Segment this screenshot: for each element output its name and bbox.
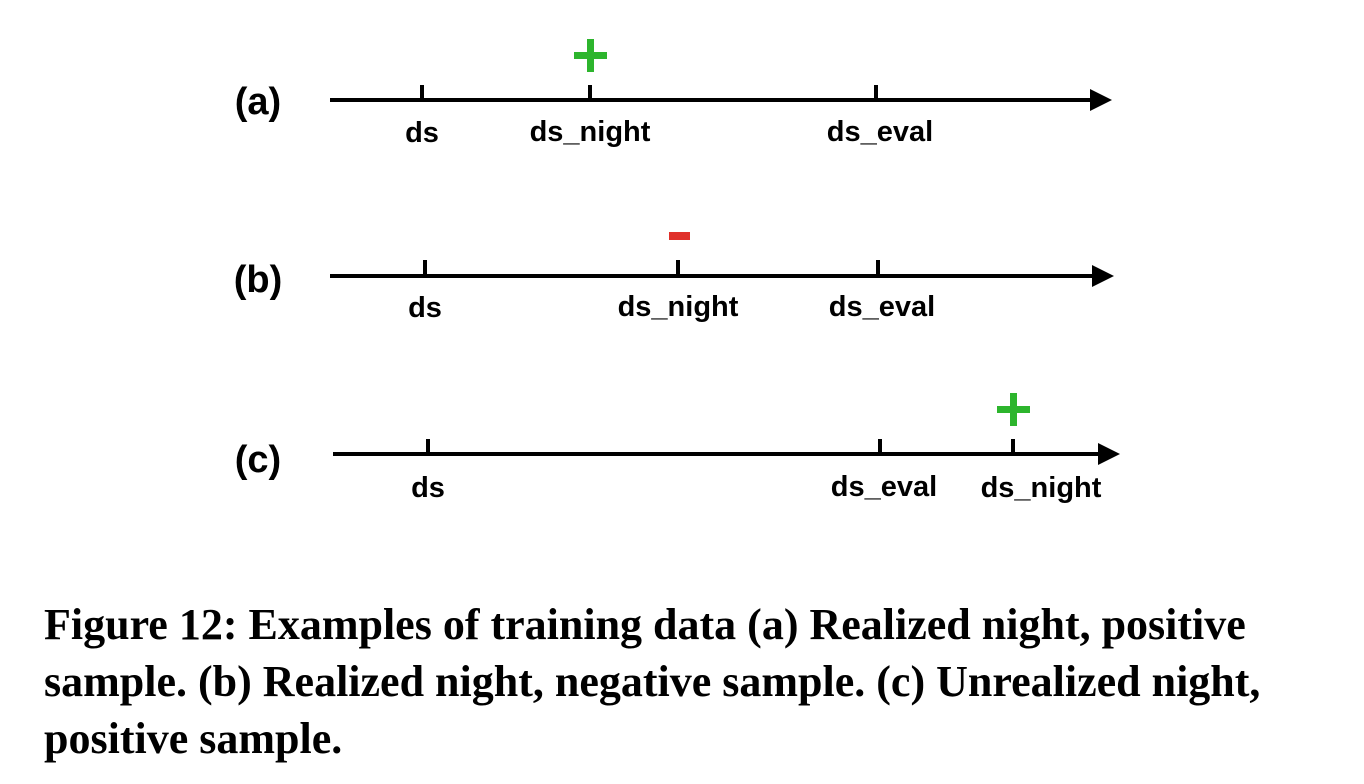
timeline-row-a: (a) ds ds_night ds_eval + [235,39,1112,149]
tick-label-ds-night: ds_night [618,291,739,323]
arrow-head-icon [1090,89,1112,111]
row-label: (c) [235,439,281,481]
tick-label-ds-night: ds_night [530,116,651,148]
timeline-row-c: (c) ds ds_eval ds_night + [235,393,1120,504]
tick-label-ds-night: ds_night [981,472,1102,504]
tick-label-ds: ds [408,292,442,324]
timeline-diagram: (a) ds ds_night ds_eval + (b) ds ds_nigh… [234,39,1120,504]
tick-label-ds: ds [405,117,439,149]
tick-label-ds: ds [411,472,445,504]
figure-caption: Figure 12: Examples of training data (a)… [44,600,1261,763]
tick-label-ds-eval: ds_eval [829,291,935,323]
negative-marker: - [669,232,690,240]
arrow-head-icon [1098,443,1120,465]
row-label: (a) [235,81,281,123]
positive-marker: + [574,39,607,72]
row-label: (b) [234,259,283,301]
tick-label-ds-eval: ds_eval [827,116,933,148]
positive-marker: + [997,393,1030,426]
tick-label-ds-eval: ds_eval [831,471,937,503]
arrow-head-icon [1092,265,1114,287]
timeline-row-b: (b) ds ds_night ds_eval - [234,232,1114,324]
